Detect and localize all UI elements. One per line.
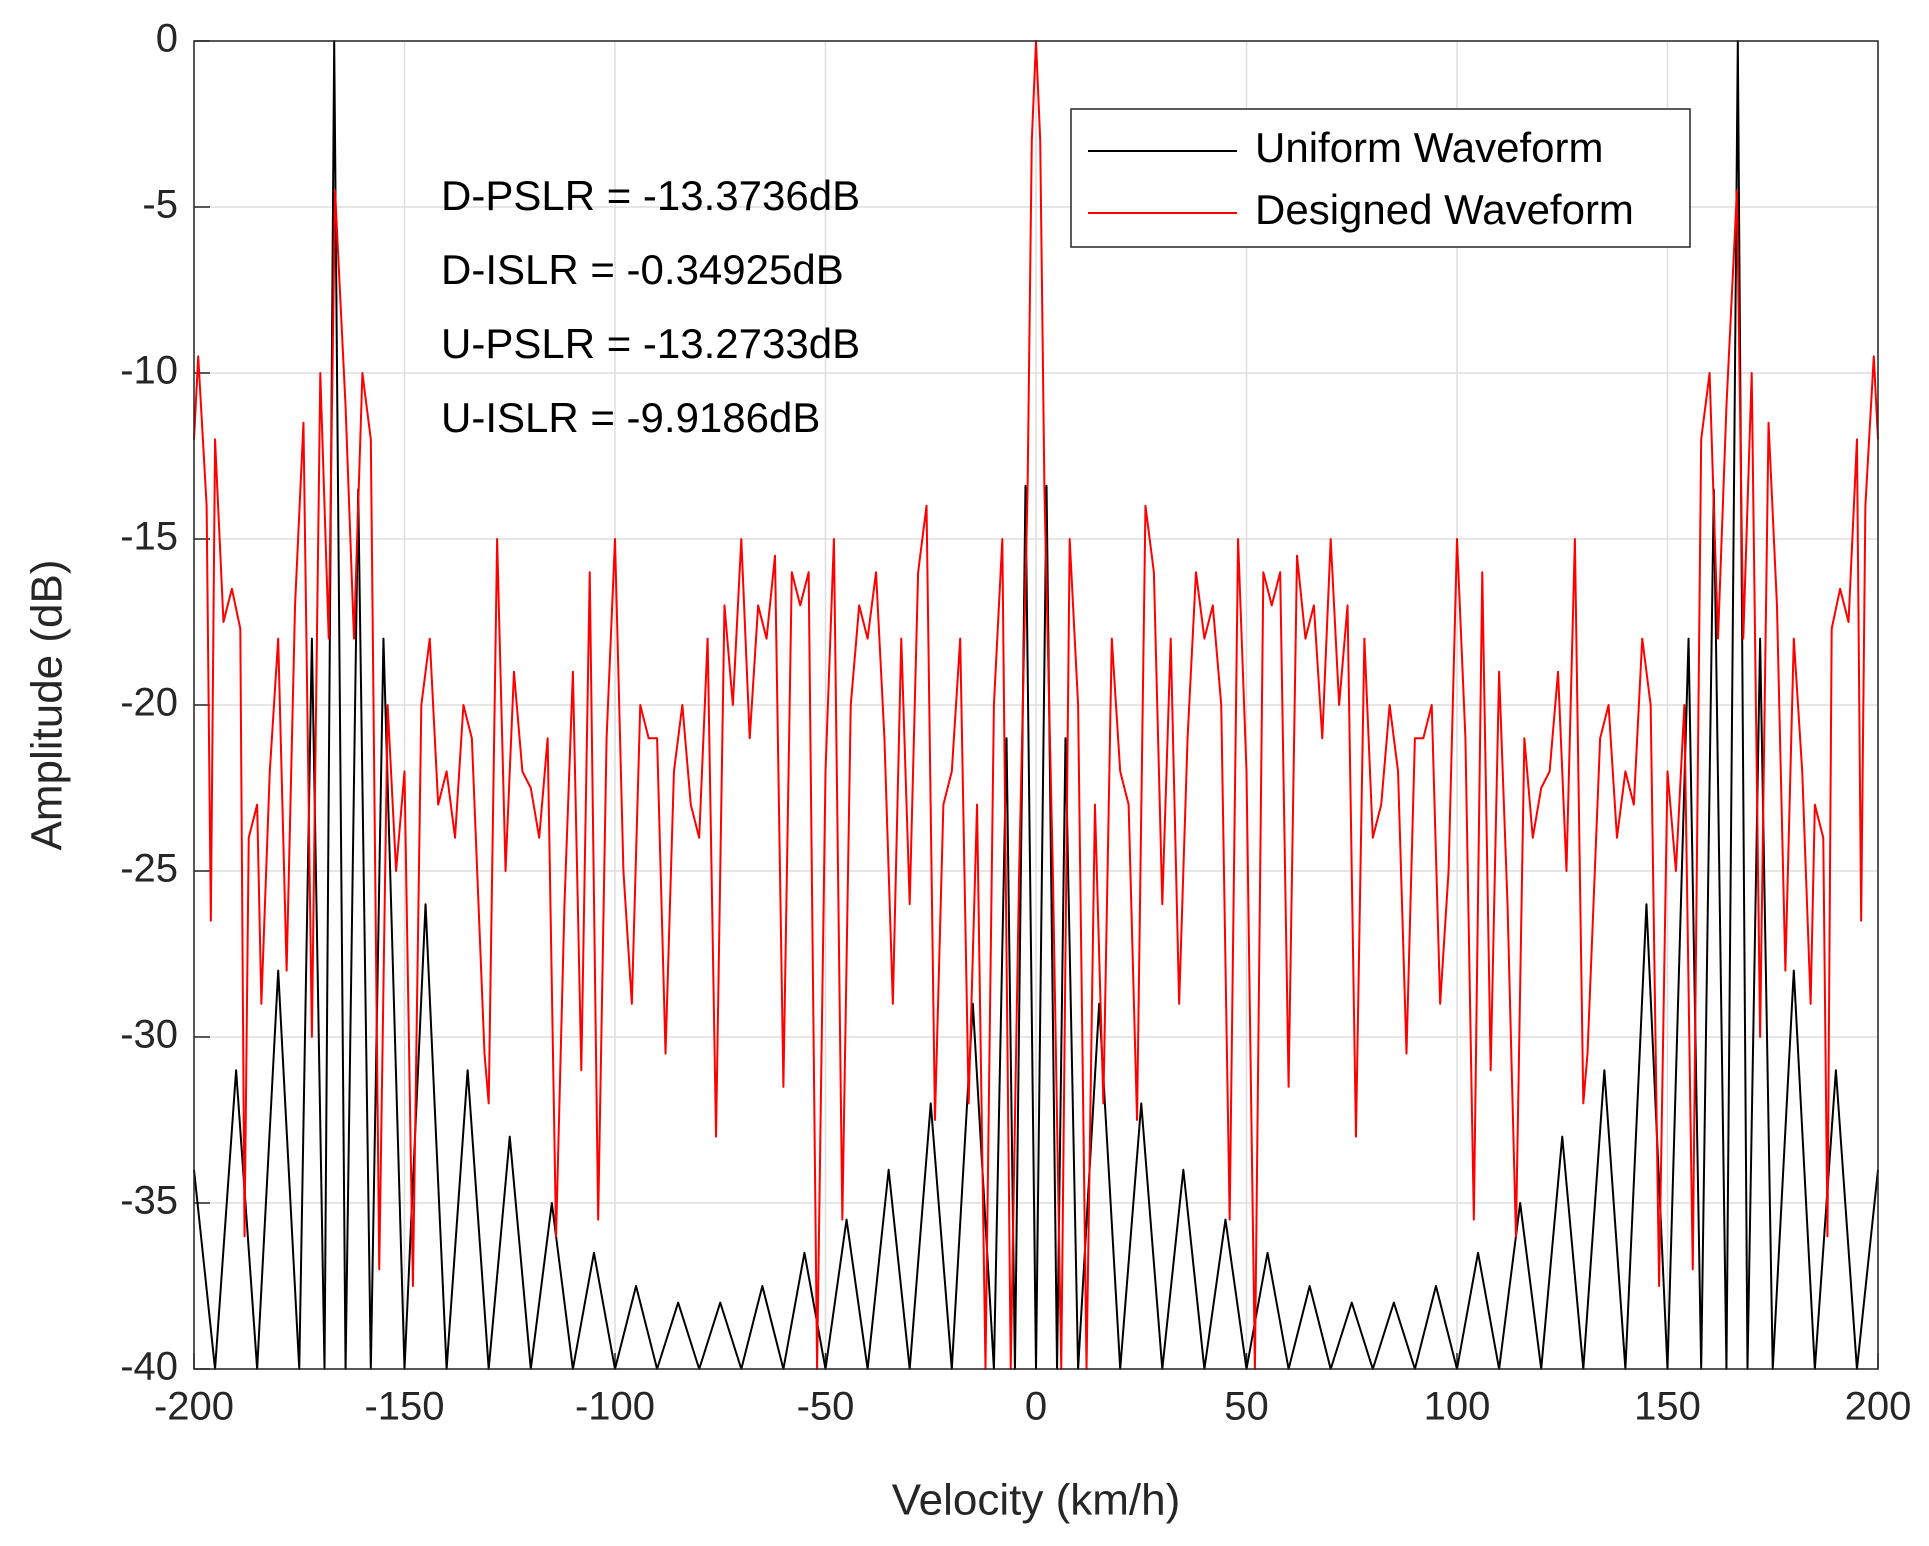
y-tick-label: 0 (156, 17, 178, 61)
y-tick-label: -15 (120, 515, 178, 559)
x-tick-label: 150 (1634, 1385, 1701, 1429)
y-tick-label: -40 (120, 1345, 178, 1389)
x-tick-label: 0 (1025, 1385, 1047, 1429)
y-tick-label: -35 (120, 1179, 178, 1223)
legend-label: Designed Waveform (1255, 186, 1634, 233)
x-tick-label: 100 (1424, 1385, 1491, 1429)
y-axis-label: Amplitude (dB) (23, 559, 72, 850)
annotation: D-PSLR = -13.3736dB (441, 172, 860, 219)
x-tick-label: -50 (797, 1385, 855, 1429)
x-axis-label: Velocity (km/h) (892, 1476, 1181, 1525)
plot-frame (193, 40, 1879, 1370)
y-tick-label: -30 (120, 1013, 178, 1057)
legend-label: Uniform Waveform (1255, 124, 1604, 171)
y-tick-label: -5 (142, 183, 178, 227)
legend-box (1070, 108, 1691, 248)
x-tick-label: 200 (1845, 1385, 1912, 1429)
y-tick-label: -25 (120, 847, 178, 891)
y-tick-label: -10 (120, 349, 178, 393)
x-tick-label: -200 (154, 1385, 234, 1429)
annotation: U-ISLR = -9.9186dB (441, 394, 820, 441)
x-tick-label: -150 (364, 1385, 444, 1429)
y-tick-label: -20 (120, 681, 178, 725)
annotation: U-PSLR = -13.2733dB (441, 320, 860, 367)
x-tick-label: -100 (575, 1385, 655, 1429)
x-tick-label: 50 (1224, 1385, 1269, 1429)
annotation: D-ISLR = -0.34925dB (441, 246, 844, 293)
